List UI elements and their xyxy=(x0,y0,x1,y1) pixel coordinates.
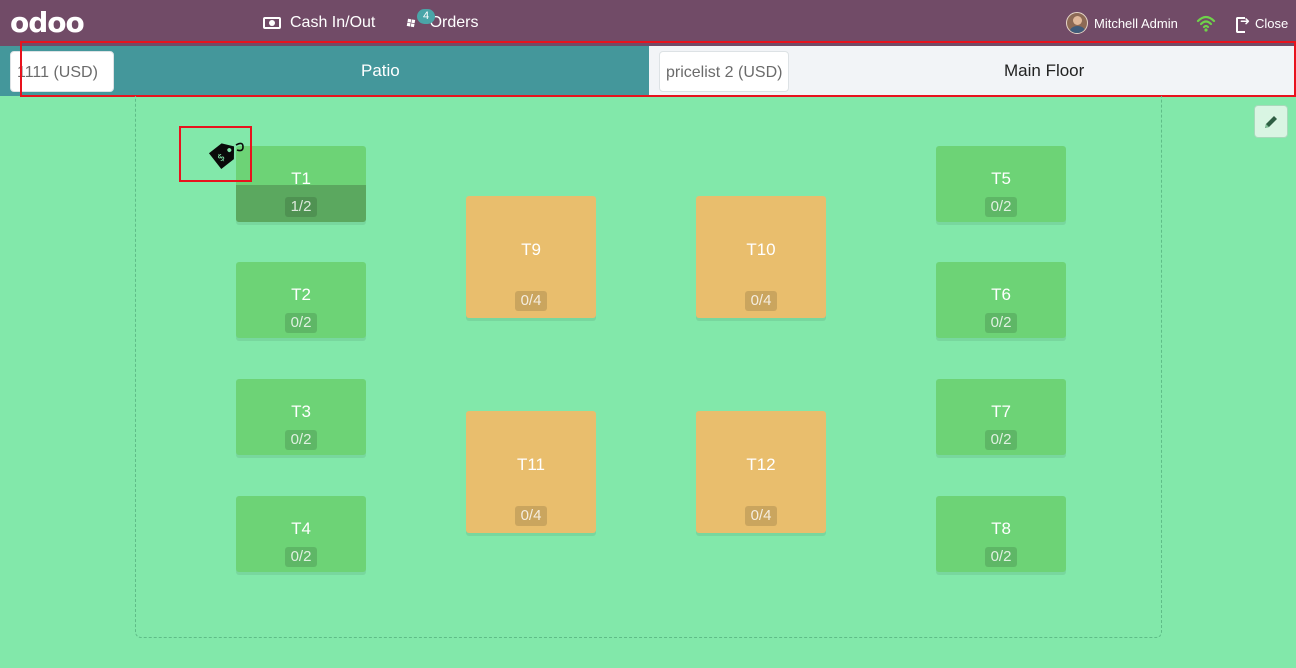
table-t8[interactable]: T8 0/2 xyxy=(936,496,1066,572)
table-t10[interactable]: T10 0/4 xyxy=(696,196,826,318)
table-occupancy-fill xyxy=(236,185,366,222)
table-name: T9 xyxy=(521,240,541,259)
user-name: Mitchell Admin xyxy=(1094,15,1178,31)
wifi-icon xyxy=(1196,15,1216,32)
avatar xyxy=(1066,12,1088,34)
table-t6[interactable]: T6 0/2 xyxy=(936,262,1066,338)
edit-floor-button[interactable] xyxy=(1254,105,1288,138)
table-t5[interactable]: T5 0/2 xyxy=(936,146,1066,222)
price-tag-icon[interactable]: $ xyxy=(203,133,247,173)
tab-patio[interactable]: 1111 (USD) Patio xyxy=(0,46,649,96)
table-name: T8 xyxy=(991,519,1011,538)
table-seats: 0/4 xyxy=(515,506,547,526)
table-name: T11 xyxy=(516,455,546,474)
table-t11[interactable]: T11 0/4 xyxy=(466,411,596,533)
main-floor-pricelist: pricelist 2 (USD) xyxy=(659,51,790,92)
tab-main-floor[interactable]: pricelist 2 (USD) Main Floor xyxy=(649,46,1296,96)
close-button[interactable]: Close xyxy=(1236,0,1288,46)
orders-button[interactable]: ❖ 4 Orders xyxy=(401,0,479,46)
table-t12[interactable]: T12 0/4 xyxy=(696,411,826,533)
table-seats: 0/2 xyxy=(985,313,1017,333)
table-name: T12 xyxy=(746,455,776,474)
cash-in-out-button[interactable]: Cash In/Out xyxy=(263,0,375,46)
user-menu[interactable]: Mitchell Admin xyxy=(1066,0,1178,46)
table-seats: 1/2 xyxy=(285,197,317,217)
cash-in-out-label: Cash In/Out xyxy=(290,14,376,31)
table-seats: 0/2 xyxy=(985,430,1017,450)
table-t7[interactable]: T7 0/2 xyxy=(936,379,1066,455)
table-seats: 0/2 xyxy=(285,430,317,450)
table-name: T3 xyxy=(291,402,311,421)
floor-plan-area xyxy=(135,96,1162,638)
money-icon xyxy=(263,17,281,29)
table-t3[interactable]: T3 0/2 xyxy=(236,379,366,455)
tab-patio-label: Patio xyxy=(361,61,400,80)
table-name: T10 xyxy=(746,240,776,259)
table-seats: 0/4 xyxy=(745,291,777,311)
table-name: T5 xyxy=(991,169,1011,188)
sign-out-icon xyxy=(1236,14,1250,33)
odoo-logo: odoo xyxy=(10,6,85,39)
table-t4[interactable]: T4 0/2 xyxy=(236,496,366,572)
pencil-icon xyxy=(1265,115,1277,128)
table-seats: 0/2 xyxy=(285,313,317,333)
table-t1[interactable]: T1 1/2 xyxy=(236,146,366,222)
table-seats: 0/4 xyxy=(745,506,777,526)
table-seats: 0/2 xyxy=(985,547,1017,567)
orders-count-badge: 4 xyxy=(417,9,436,24)
svg-text:$: $ xyxy=(216,152,228,165)
top-navbar: odoo Cash In/Out ❖ 4 Orders Mitchell Adm… xyxy=(0,0,1296,46)
table-name: T2 xyxy=(291,285,311,304)
floor-tabs: 1111 (USD) Patio pricelist 2 (USD) Main … xyxy=(0,46,1296,96)
table-t2[interactable]: T2 0/2 xyxy=(236,262,366,338)
table-name: T6 xyxy=(991,285,1011,304)
table-seats: 0/2 xyxy=(985,197,1017,217)
tab-main-floor-label: Main Floor xyxy=(1004,61,1085,80)
table-t9[interactable]: T9 0/4 xyxy=(466,196,596,318)
table-name: T1 xyxy=(291,169,311,188)
patio-pricelist: 1111 (USD) xyxy=(10,51,114,92)
table-seats: 0/4 xyxy=(515,291,547,311)
table-seats: 0/2 xyxy=(285,547,317,567)
table-name: T4 xyxy=(291,519,311,538)
orders-label: Orders xyxy=(429,14,479,31)
close-label: Close xyxy=(1255,15,1289,31)
table-name: T7 xyxy=(991,402,1011,421)
